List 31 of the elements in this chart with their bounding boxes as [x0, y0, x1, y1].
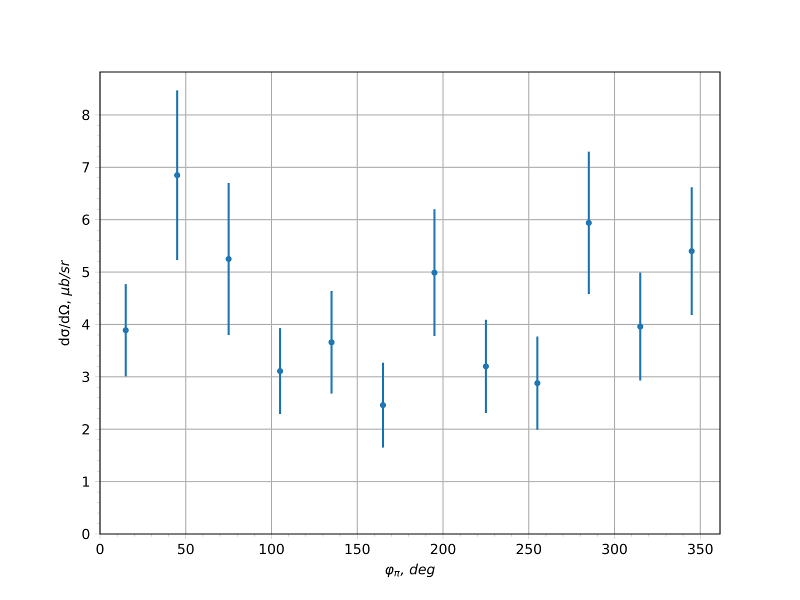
point	[688, 248, 695, 254]
y-tick-label: 6	[82, 214, 90, 225]
point	[277, 368, 284, 374]
y-tick-label: 4	[82, 319, 90, 330]
point	[482, 363, 489, 370]
point	[380, 402, 386, 408]
y-tick-label: 5	[82, 266, 90, 278]
point	[431, 270, 438, 276]
x-tick-label: 50	[178, 544, 194, 554]
point	[534, 380, 540, 386]
y-tick-label: 1	[82, 476, 89, 487]
point	[174, 172, 180, 178]
point	[328, 339, 335, 346]
x-tick-label: 350	[688, 544, 713, 554]
x-tick-label: 300	[602, 544, 627, 554]
x-tick-label: 0	[96, 544, 104, 554]
x-tick-label: 100	[260, 544, 284, 554]
x-tick-label: 150	[346, 544, 370, 554]
point	[226, 256, 232, 262]
point	[637, 324, 644, 330]
point	[586, 220, 592, 226]
x-tick-label: 250	[516, 544, 542, 554]
y-tick-label: 3	[82, 372, 90, 382]
x-tick-label: 200	[430, 544, 456, 554]
y-tick-label: 7	[82, 162, 90, 172]
y-tick-label: 8	[82, 110, 90, 120]
point	[122, 327, 129, 334]
y-tick-label: 0	[82, 528, 90, 540]
x-axis-title: φ$_{π}$, deg	[386, 564, 435, 578]
y-axis-title: dσ/dΩ, μb/sr	[58, 260, 72, 346]
y-tick-label: 2	[82, 424, 89, 434]
